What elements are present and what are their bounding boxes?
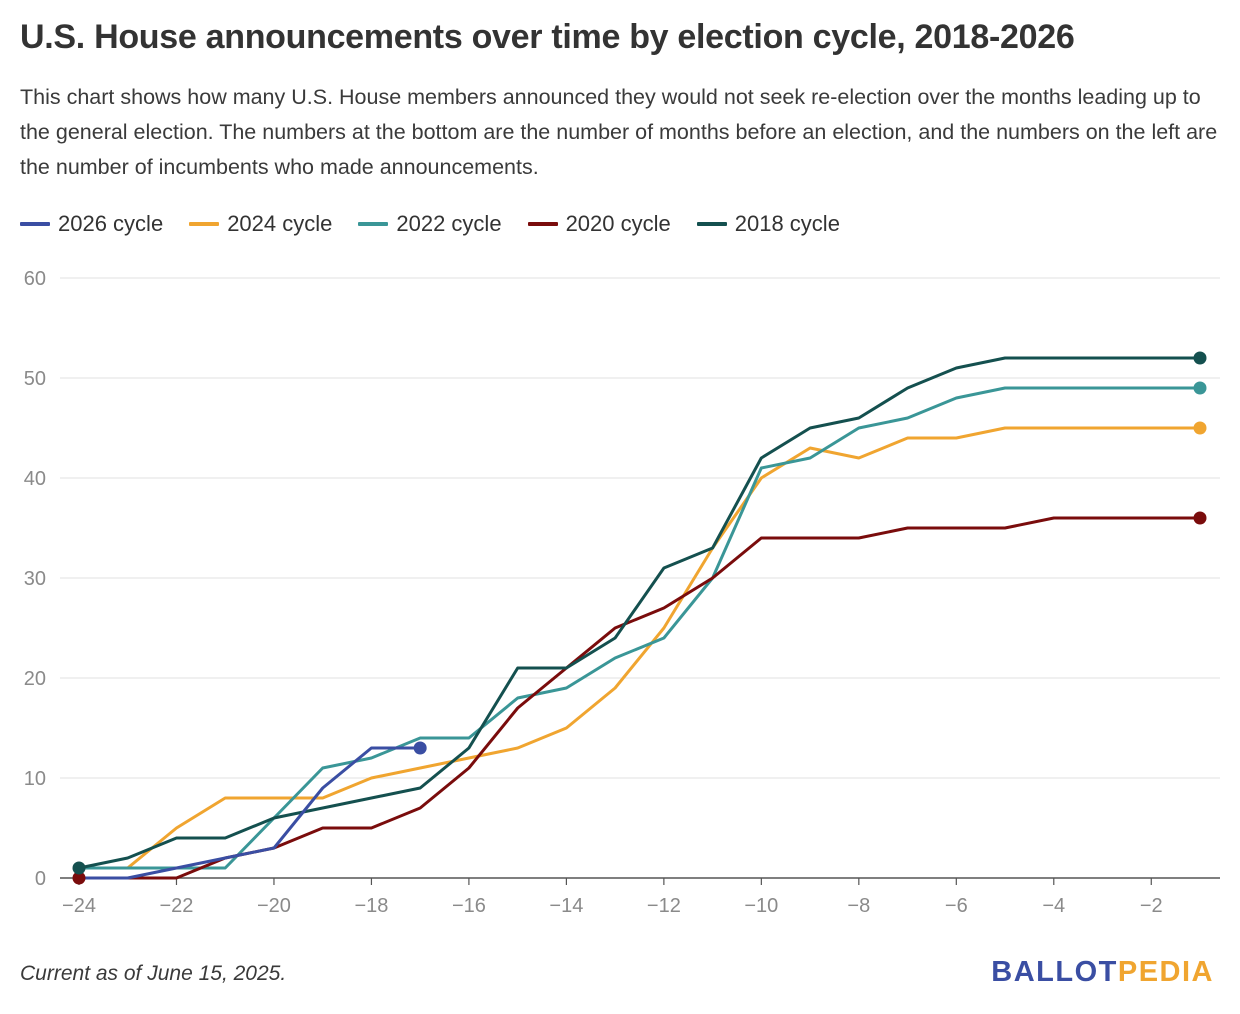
- x-tick-label: −12: [647, 895, 681, 917]
- legend-swatch: [20, 222, 50, 226]
- y-tick-label: 0: [35, 868, 46, 890]
- legend-item[interactable]: 2018 cycle: [696, 211, 840, 237]
- ballotpedia-logo[interactable]: BALLOTPEDIA: [991, 956, 1214, 989]
- x-tick-label: −6: [945, 895, 968, 917]
- series-endpoint-2024-cycle[interactable]: [1193, 421, 1207, 435]
- y-tick-label: 30: [24, 568, 46, 590]
- legend-item[interactable]: 2024 cycle: [189, 211, 332, 237]
- line-chart: 0 10 20 30 40 50 60 −24 −22 −20 −18 −16 −14 −12 −10 −8…: [24, 268, 1220, 917]
- legend-item[interactable]: 2020 cycle: [527, 211, 671, 237]
- legend-swatch: [527, 222, 558, 226]
- x-tick-label: −4: [1042, 895, 1065, 917]
- grid-lines: [60, 277, 1220, 879]
- y-tick-label: 40: [24, 468, 46, 490]
- legend-label: 2020 cycle: [565, 211, 671, 236]
- x-tick-label: −22: [160, 895, 194, 917]
- legend-label: 2022 cycle: [396, 211, 502, 236]
- y-tick-label: 60: [24, 268, 46, 290]
- series-line-2020-cycle[interactable]: [77, 516, 1202, 880]
- chart-legend: 2026 cycle 2024 cycle 2022 cycle 2020 cycle…: [20, 208, 866, 240]
- series-endpoint-2018-cycle[interactable]: [1193, 351, 1207, 365]
- series-endpoints: [72, 351, 1207, 885]
- chart-subtitle: This chart shows how many U.S. House mem…: [20, 85, 1218, 179]
- series-startpoint-2018-cycle[interactable]: [72, 861, 86, 875]
- x-tick-label: −14: [549, 895, 583, 917]
- series-line-2024-cycle[interactable]: [77, 426, 1202, 870]
- logo-ballot-text: BALLOT: [991, 956, 1118, 988]
- legend-swatch: [696, 222, 727, 226]
- series-endpoint-2026-cycle[interactable]: [413, 741, 427, 755]
- legend-item[interactable]: 2026 cycle: [20, 211, 163, 237]
- x-tick-label: −20: [257, 895, 291, 917]
- x-tick-label: −8: [847, 895, 870, 917]
- legend-label: 2026 cycle: [58, 211, 164, 236]
- series-line-2022-cycle[interactable]: [77, 386, 1202, 870]
- legend-swatch: [189, 222, 220, 226]
- series-line-2026-cycle[interactable]: [77, 746, 422, 880]
- y-tick-label: 10: [24, 768, 46, 790]
- series-endpoint-2022-cycle[interactable]: [1193, 381, 1207, 395]
- series-endpoint-2020-cycle[interactable]: [1193, 511, 1207, 525]
- logo-pedia-text: PEDIA: [1117, 956, 1214, 988]
- series-startpoint-2020-cycle[interactable]: [72, 871, 86, 885]
- legend-item[interactable]: 2022 cycle: [358, 211, 502, 237]
- x-tick-label: −2: [1140, 895, 1163, 917]
- legend-swatch: [358, 222, 389, 226]
- y-tick-label: 50: [24, 368, 46, 390]
- x-tick-label: −18: [354, 895, 388, 917]
- series-line-2018-cycle[interactable]: [77, 356, 1202, 870]
- x-tick-label: −24: [62, 895, 96, 917]
- footnote: Current as of June 15, 2025.: [20, 962, 287, 985]
- x-tick-label: −10: [744, 895, 778, 917]
- x-axis-ticks: −24 −22 −20 −18 −16 −14 −12 −10 −8 −6 −4 −2: [62, 878, 1163, 917]
- chart-title: U.S. House announcements over time by el…: [20, 18, 1075, 56]
- series-lines: [77, 356, 1202, 880]
- y-axis-ticks: 0 10 20 30 40 50 60: [24, 268, 46, 890]
- legend-label: 2024 cycle: [227, 211, 333, 236]
- x-tick-label: −16: [452, 895, 486, 917]
- y-tick-label: 20: [24, 668, 46, 690]
- legend-label: 2018 cycle: [734, 211, 840, 236]
